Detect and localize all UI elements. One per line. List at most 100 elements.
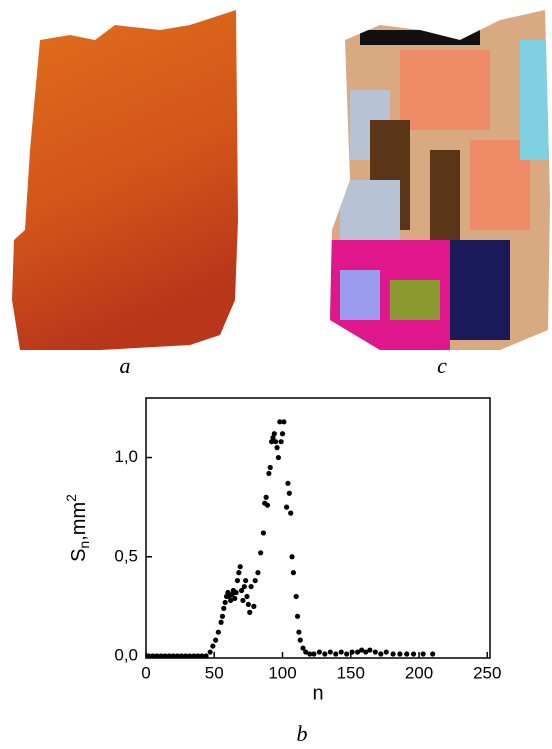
data-point — [162, 653, 168, 659]
data-point — [271, 431, 277, 437]
data-point — [344, 651, 350, 657]
panel-label: a — [120, 353, 131, 378]
data-point — [268, 439, 275, 445]
data-point — [219, 613, 226, 619]
data-point — [241, 583, 247, 590]
data-point — [238, 587, 245, 594]
data-point — [278, 439, 284, 445]
data-point — [279, 431, 286, 437]
data-point — [363, 649, 369, 655]
data-point — [300, 645, 306, 651]
data-point — [281, 419, 287, 425]
data-point — [293, 593, 299, 600]
data-point — [245, 601, 251, 608]
data-point — [410, 651, 417, 657]
x-tick-label: 150 — [337, 663, 365, 682]
data-point — [234, 577, 241, 584]
data-point — [229, 591, 235, 598]
data-point — [303, 649, 309, 655]
data-point — [244, 593, 250, 600]
data-point — [264, 502, 271, 508]
data-point — [195, 653, 201, 659]
data-point — [289, 554, 295, 560]
data-point — [277, 419, 283, 425]
data-point — [207, 649, 213, 655]
data-point — [284, 504, 290, 510]
data-point — [296, 629, 302, 635]
y-tick-label: 0,0 — [114, 645, 138, 664]
data-point — [286, 490, 292, 496]
data-point — [338, 649, 344, 655]
y-axis-label-part: 2 — [63, 494, 79, 502]
data-point — [274, 445, 280, 451]
data-point — [203, 653, 209, 659]
data-point — [166, 653, 172, 659]
data-point — [354, 649, 361, 655]
sample-image-a — [12, 10, 238, 350]
data-point — [397, 651, 403, 657]
data-point — [327, 649, 333, 655]
data-point — [174, 653, 180, 659]
x-tick-label: 100 — [268, 663, 296, 682]
y-tick-label: 0,5 — [114, 546, 138, 565]
data-point — [372, 649, 378, 655]
data-point — [232, 595, 238, 602]
data-point — [294, 613, 301, 619]
panel-label: b — [297, 721, 308, 746]
data-point — [243, 577, 249, 584]
data-point — [247, 609, 253, 615]
data-point — [297, 637, 303, 643]
data-point — [420, 651, 426, 657]
data-point — [187, 653, 193, 659]
data-point — [378, 651, 384, 657]
y-axis-label: Sn,mm2 — [63, 494, 92, 562]
y-axis-label-part: n — [76, 541, 92, 549]
data-point — [191, 653, 197, 659]
data-point — [222, 599, 228, 606]
data-point — [170, 653, 176, 659]
data-point — [251, 603, 257, 609]
data-point — [390, 651, 396, 657]
data-point — [307, 651, 313, 657]
y-tick-label: 1,0 — [114, 447, 138, 466]
data-point — [270, 435, 276, 441]
data-point — [311, 651, 317, 657]
data-point — [285, 480, 291, 486]
y-axis-label-part: ,mm — [68, 502, 90, 541]
x-tick-label: 200 — [405, 663, 433, 682]
data-point — [221, 605, 227, 611]
data-point — [218, 619, 224, 625]
data-point — [349, 649, 355, 655]
data-point — [215, 629, 221, 635]
sample-image-c — [330, 10, 550, 350]
data-point — [150, 653, 156, 659]
data-point — [255, 570, 261, 576]
data-point — [154, 653, 160, 659]
data-point — [359, 647, 365, 653]
x-tick-label: 250 — [473, 663, 501, 682]
panel-label: c — [437, 353, 447, 378]
data-point — [225, 589, 231, 596]
data-point — [333, 651, 339, 657]
x-tick-label: 0 — [141, 663, 150, 682]
data-point — [210, 643, 216, 649]
data-point — [258, 550, 264, 556]
data-point — [288, 510, 294, 516]
data-point — [290, 570, 297, 576]
data-point — [383, 649, 389, 655]
data-point — [266, 470, 272, 477]
data-point — [267, 464, 273, 471]
data-point — [273, 439, 279, 445]
data-point — [263, 494, 269, 500]
data-point — [252, 577, 258, 584]
data-point — [178, 653, 185, 659]
data-point — [240, 597, 246, 604]
data-point — [233, 589, 239, 596]
data-point — [322, 651, 328, 657]
data-point — [404, 651, 410, 657]
data-point — [228, 597, 234, 604]
data-point — [275, 454, 282, 461]
data-point — [182, 653, 189, 659]
